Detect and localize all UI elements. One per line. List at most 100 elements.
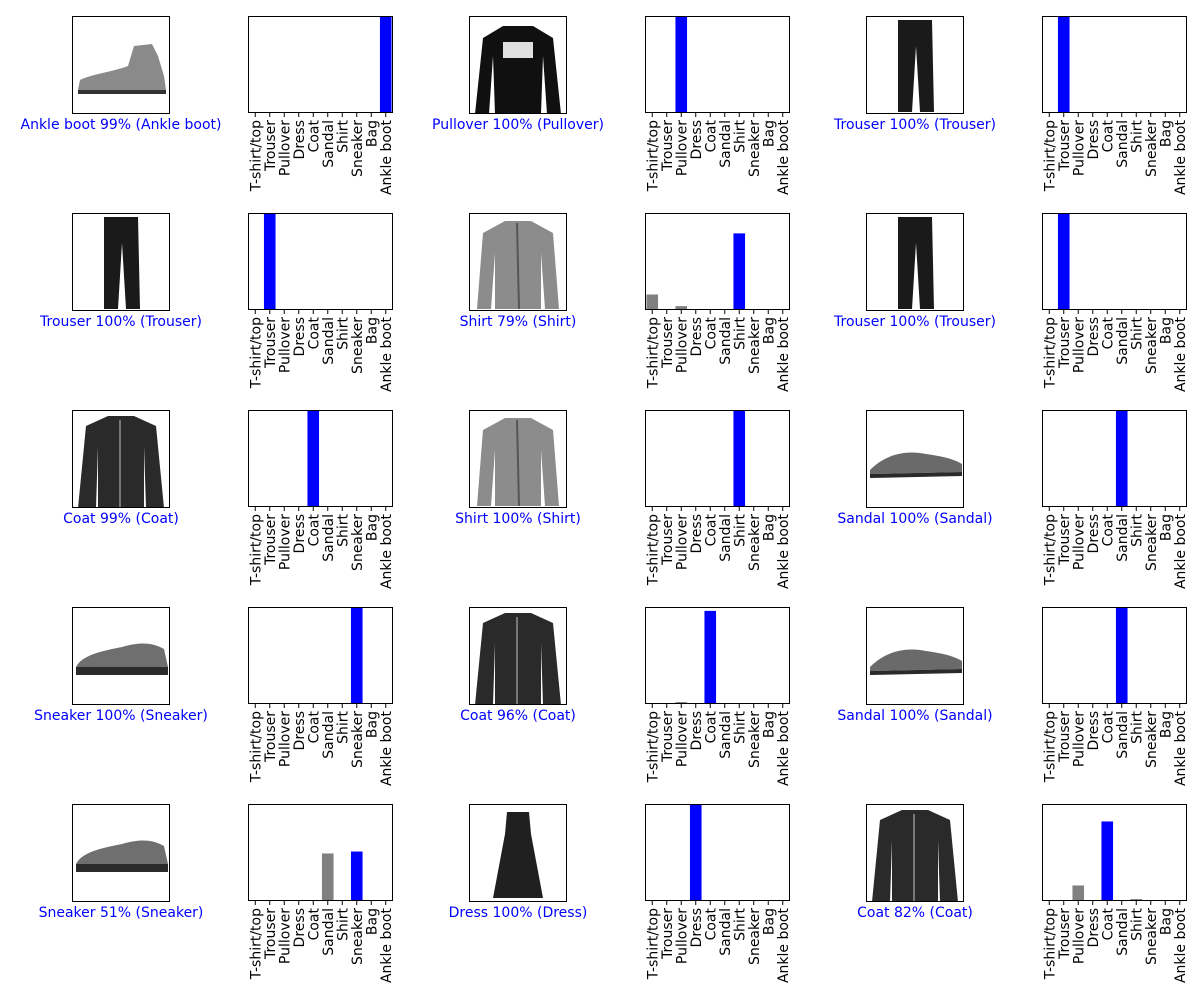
x-tick-label: T-shirt/top [248,317,264,389]
probability-bar-chart: T-shirt/topTrouserPulloverDressCoatSanda… [1042,213,1189,392]
x-tick-label: Sandal [321,120,337,168]
x-tick-label: T-shirt/top [248,514,264,586]
x-tick-label: Pullover [277,317,293,373]
x-tick-label: Coat [306,317,322,350]
x-tick-label: T-shirt/top [645,120,661,192]
x-tick-label: Trouser [660,711,676,763]
probability-bar-chart: T-shirt/topTrouserPulloverDressCoatSanda… [248,804,395,983]
x-tick-label: Coat [306,908,322,941]
probability-bar [263,213,276,310]
x-tick-label: Sneaker [747,120,763,177]
plot-area [248,410,393,507]
prediction-caption: Ankle boot 99% (Ankle boot) [21,117,222,133]
axes-frame [248,410,393,507]
x-tick-label: Coat [1100,514,1116,547]
probability-bar-chart: T-shirt/topTrouserPulloverDressCoatSanda… [1042,607,1189,786]
coat-icon [78,416,164,508]
x-tick-label: Dress [1086,317,1102,356]
x-tick-label: Pullover [1071,514,1087,570]
probability-bar-chart: T-shirt/topTrouserPulloverDressCoatSanda… [645,607,792,786]
shirt-icon [477,221,559,310]
axes-frame [645,16,790,113]
probability-bar [1057,213,1070,310]
x-tick-label: Trouser [660,908,676,960]
x-tick-label: Pullover [277,711,293,767]
plot-area [248,16,393,113]
probability-bar [646,294,659,310]
probability-bar-chart: T-shirt/topTrouserPulloverDressCoatSanda… [1042,16,1189,195]
x-tick-label: Bag [364,908,380,935]
probability-bar [1101,821,1114,901]
x-tick-label: Ankle boot [1173,317,1189,393]
prediction-caption: Shirt 100% (Shirt) [455,511,581,527]
probability-bar-chart: T-shirt/topTrouserPulloverDressCoatSanda… [248,410,395,589]
axes-frame [645,410,790,507]
x-tick-label: Trouser [263,317,279,369]
x-tick-label: Pullover [674,908,690,964]
x-tick-label: T-shirt/top [645,317,661,389]
plot-area [248,607,393,704]
x-tick-label: Coat [306,120,322,153]
x-tick-label: Dress [292,120,308,159]
x-tick-label: Sneaker [1144,908,1160,965]
probability-bar [675,306,688,310]
x-tick-label: T-shirt/top [1042,317,1058,389]
x-tick-label: Ankle boot [776,711,792,787]
thumbnail-image [469,213,567,311]
sandal-icon [870,649,962,675]
prediction-caption: Sandal 100% (Sandal) [837,708,992,724]
prediction-caption: Trouser 100% (Trouser) [833,314,996,330]
x-tick-label: Sneaker [747,711,763,768]
prediction-panel: Shirt 100% (Shirt) T-shirt/topTrouserPull… [455,410,792,589]
shirt-icon [477,418,559,507]
thumbnail-image [72,607,170,705]
x-tick-label: Dress [292,908,308,947]
thumbnail-image [866,607,964,705]
axes-frame [248,804,393,901]
x-tick-label: Shirt [1129,908,1145,941]
prediction-caption: Sneaker 100% (Sneaker) [34,708,208,724]
x-tick-label: Shirt [1129,317,1145,350]
prediction-panel: Coat 82% (Coat) T-shirt/topTrouserPullove… [857,804,1189,983]
x-tick-label: T-shirt/top [645,711,661,783]
prediction-caption: Sandal 100% (Sandal) [837,511,992,527]
x-tick-label: Dress [292,711,308,750]
x-tick-label: Sandal [718,120,734,168]
axes-frame [1042,804,1187,901]
x-tick-label: Coat [703,711,719,744]
x-tick-label: Pullover [1071,317,1087,373]
x-tick-label: Sandal [321,711,337,759]
axes-frame [645,607,790,704]
thumbnail-image [469,410,567,508]
x-tick-label: Bag [1158,908,1174,935]
plot-area [1042,607,1187,704]
pullover-icon [475,26,561,114]
x-tick-label: Dress [689,120,705,159]
x-tick-label: Pullover [674,120,690,176]
x-tick-label: Ankle boot [379,514,395,590]
prediction-caption: Trouser 100% (Trouser) [39,314,202,330]
x-tick-label: Trouser [1057,908,1073,960]
x-tick-label: Sneaker [1144,120,1160,177]
x-tick-label: Shirt [335,711,351,744]
x-tick-label: Ankle boot [1173,908,1189,984]
x-tick-label: Pullover [277,120,293,176]
probability-bar [1072,885,1085,901]
x-tick-label: Sandal [718,514,734,562]
x-tick-label: Dress [689,908,705,947]
x-tick-label: Trouser [1057,317,1073,369]
x-tick-label: Dress [292,317,308,356]
x-tick-label: Coat [703,317,719,350]
thumbnail-image [866,804,964,902]
probability-bar [1115,607,1128,704]
plot-area [645,607,790,704]
x-tick-label: T-shirt/top [248,120,264,192]
trouser-icon [104,217,140,309]
x-tick-label: Bag [1158,317,1174,344]
x-tick-label: Shirt [335,908,351,941]
plot-area [645,213,790,310]
plot-area [1042,804,1187,901]
x-tick-label: T-shirt/top [645,908,661,980]
x-tick-label: Dress [689,317,705,356]
x-tick-label: Pullover [674,514,690,570]
